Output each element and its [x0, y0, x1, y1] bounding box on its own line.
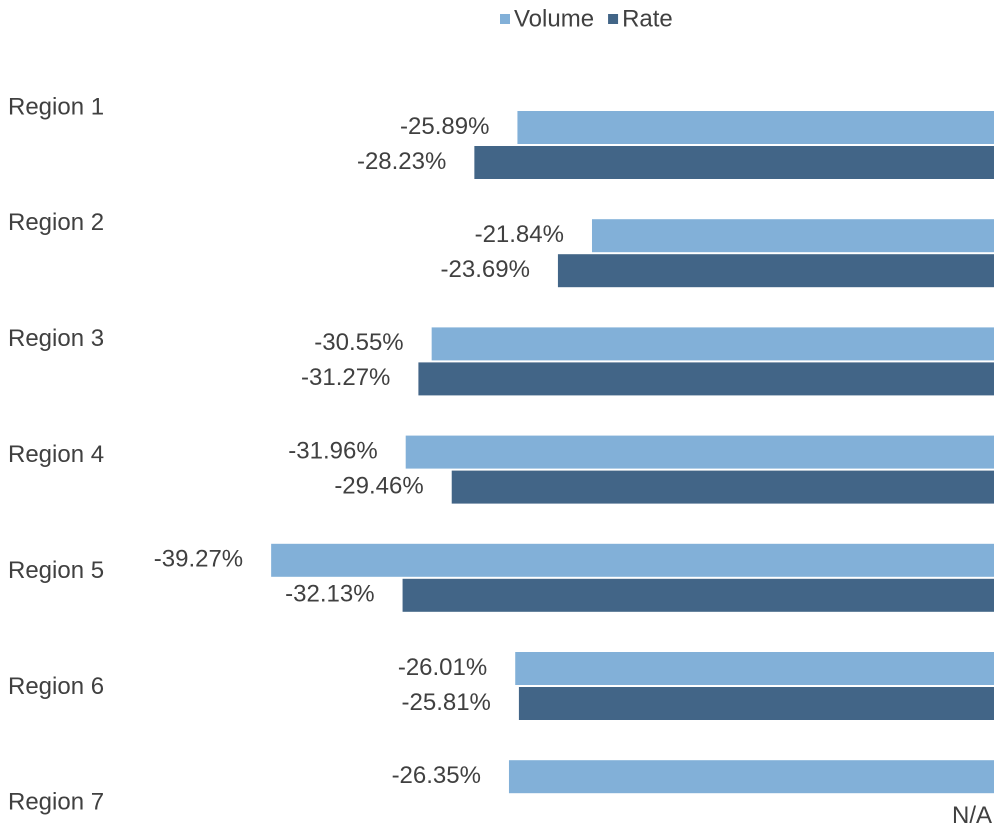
bar: [271, 543, 994, 577]
value-label: -30.55%: [314, 329, 403, 356]
value-label: -25.81%: [402, 689, 491, 716]
legend-swatch: [500, 14, 510, 24]
value-label: -31.96%: [288, 437, 377, 464]
legend-label: Rate: [622, 5, 673, 32]
value-label: -31.27%: [301, 364, 390, 391]
value-label: -39.27%: [154, 546, 243, 573]
value-label: -29.46%: [334, 472, 423, 499]
value-label: -26.01%: [398, 654, 487, 681]
value-label: -32.13%: [285, 581, 374, 608]
legend-swatch: [608, 14, 619, 24]
bar: [402, 578, 994, 612]
category-label: Region 3: [8, 325, 104, 352]
bar: [517, 111, 994, 144]
category-label: Region 4: [8, 441, 104, 468]
bar: [518, 687, 994, 720]
legend-label: Volume: [514, 5, 594, 32]
category-label: Region 2: [8, 209, 104, 236]
value-label: -25.89%: [400, 113, 489, 140]
value-label: N/A: [952, 802, 992, 828]
category-label: Region 5: [8, 557, 104, 584]
category-label: Region 6: [8, 673, 104, 700]
value-label: -28.23%: [357, 148, 446, 175]
bar: [515, 652, 994, 685]
bar: [418, 362, 994, 396]
bar: [451, 470, 994, 504]
bar: [591, 219, 994, 253]
category-label: Region 1: [8, 93, 104, 120]
value-label: -26.35%: [392, 762, 481, 789]
category-label: Region 7: [8, 789, 104, 816]
bar: [405, 435, 994, 469]
value-label: -23.69%: [441, 256, 530, 283]
bar: [557, 254, 994, 288]
value-label: -21.84%: [475, 221, 564, 248]
bar: [474, 146, 994, 179]
bar: [431, 327, 994, 361]
bar: [508, 760, 994, 794]
